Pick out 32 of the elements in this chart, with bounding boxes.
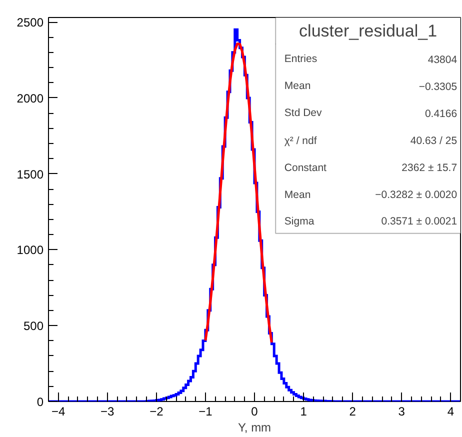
x-tick-label: −1 xyxy=(198,404,213,418)
annotation: −0.3305 xyxy=(418,81,458,94)
x-axis-title: Y, mm xyxy=(238,420,272,434)
annotation: 0.4166 xyxy=(424,108,458,120)
x-tick-label: −4 xyxy=(51,404,66,418)
y-tick-label: 500 xyxy=(23,319,44,334)
y-tick-label: 0 xyxy=(36,395,44,409)
annotation: χ² / ndf xyxy=(284,135,317,148)
annotation: 2362 ± 15.7 xyxy=(402,162,458,174)
annotation: 43804 xyxy=(428,54,458,66)
y-tick-label: 2000 xyxy=(16,91,44,106)
annotation: Std Dev xyxy=(284,107,323,120)
y-tick-label: 1500 xyxy=(16,167,44,182)
x-tick-label: 1 xyxy=(300,404,308,418)
annotation: 0.3571 ± 0.0021 xyxy=(381,215,458,228)
line-series xyxy=(204,42,273,344)
annotation: −0.3282 ± 0.0020 xyxy=(375,189,458,202)
x-tick-label: 4 xyxy=(447,404,454,418)
x-tick-label: 3 xyxy=(398,404,406,418)
annotation: Mean xyxy=(284,80,311,92)
x-tick-label: 0 xyxy=(251,404,258,418)
annotation: Mean xyxy=(284,189,311,202)
chart-title: cluster_residual_1 xyxy=(299,22,438,41)
annotation: Sigma xyxy=(284,215,314,228)
y-tick-label: 2500 xyxy=(16,16,44,30)
y-tick-label: 1000 xyxy=(16,243,44,258)
annotation: Entries xyxy=(284,53,318,66)
annotation: Constant xyxy=(284,162,327,174)
x-tick-label: 2 xyxy=(349,404,356,418)
annotation: 40.63 / 25 xyxy=(410,135,458,148)
x-tick-label: −3 xyxy=(100,404,115,418)
x-tick-label: −2 xyxy=(150,404,164,418)
